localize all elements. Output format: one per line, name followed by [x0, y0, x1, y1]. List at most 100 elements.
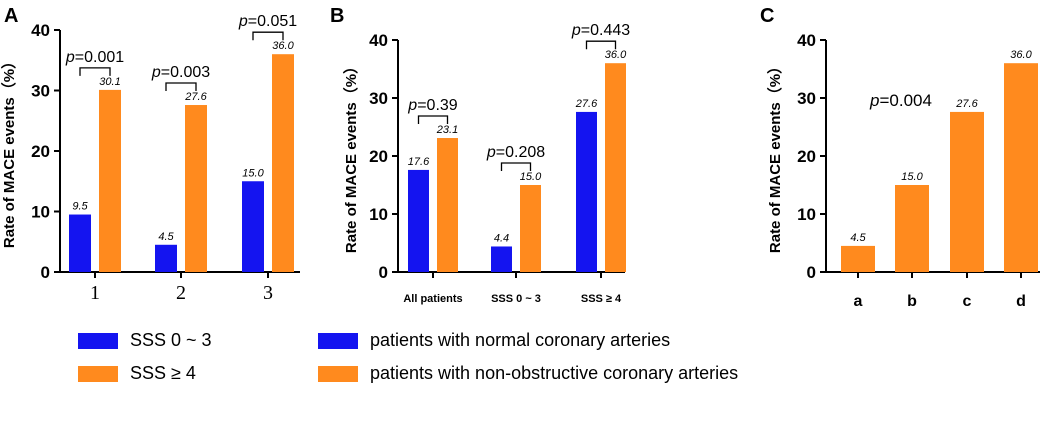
panel-letter: A: [4, 5, 18, 27]
bar-orange: [520, 185, 541, 272]
x-tick-label: a: [854, 293, 863, 310]
legend-swatch-blue: [318, 332, 358, 349]
x-tick-label: d: [1016, 293, 1026, 310]
data-label: 4.5: [850, 232, 866, 244]
legend-label: SSS ≥ 4: [130, 363, 196, 383]
data-label: 15.0: [242, 167, 264, 179]
legend-item-sss-4: SSS ≥ 4: [78, 363, 196, 384]
x-tick-label: 3: [263, 282, 273, 304]
data-label: 27.6: [955, 98, 978, 110]
significance-bracket: [79, 67, 111, 76]
bar-blue: [576, 111, 597, 272]
legend-label: SSS 0 ~ 3: [130, 330, 212, 350]
x-tick-label: b: [907, 293, 917, 310]
data-label: 15.0: [520, 171, 542, 183]
data-label: 4.5: [158, 231, 174, 243]
p-value: =0.004: [879, 91, 931, 110]
y-tick-label: 30: [31, 82, 50, 101]
legend-label: patients with normal coronary arteries: [370, 330, 671, 350]
y-tick-label: 10: [31, 203, 50, 222]
data-label: 36.0: [1010, 49, 1032, 61]
x-tick-label: SSS 0 ~ 3: [491, 293, 541, 305]
data-label: 27.6: [575, 98, 598, 110]
p-value: =0.001: [75, 49, 124, 66]
bar-blue: [69, 214, 91, 272]
bar-blue: [155, 244, 177, 272]
p-value-label: p=0.39: [407, 97, 457, 114]
significance-bracket: [585, 40, 617, 50]
p-value: =0.208: [496, 144, 545, 161]
p-value-label: p=0.208: [486, 144, 545, 161]
significance-bracket: [252, 31, 284, 41]
legend-swatch-orange: [78, 365, 118, 382]
y-tick-label: 10: [797, 205, 816, 224]
data-label: 9.5: [72, 201, 88, 213]
p-value-label: p=0.003: [151, 64, 210, 81]
y-tick-label: 30: [369, 89, 388, 108]
x-tick-label: 2: [176, 282, 186, 304]
legend-item-normal-arteries: patients with normal coronary arteries: [318, 330, 670, 351]
y-tick-label: 0: [41, 263, 50, 282]
p-value: =0.39: [417, 97, 458, 114]
data-label: 4.4: [494, 232, 509, 244]
data-label: 36.0: [605, 49, 627, 61]
y-tick-label: 40: [31, 21, 50, 40]
p-symbol: p: [151, 64, 161, 81]
y-tick-label: 0: [807, 263, 816, 282]
y-tick-label: 10: [369, 205, 388, 224]
bar-orange: [272, 54, 294, 273]
x-tick-label: SSS ≥ 4: [581, 293, 622, 305]
bar-orange: [1004, 63, 1038, 273]
data-label: 30.1: [99, 76, 120, 88]
bar-orange: [185, 105, 207, 273]
significance-bracket: [417, 115, 449, 125]
p-symbol: p: [486, 144, 496, 161]
y-tick-label: 20: [31, 142, 50, 161]
data-label: 17.6: [408, 156, 430, 168]
data-label: 27.6: [184, 91, 207, 103]
p-value: =0.443: [581, 22, 630, 39]
panel-letter: B: [330, 5, 344, 27]
y-axis-label: Rate of MACE events（%）: [342, 59, 360, 253]
bar-blue: [242, 181, 264, 272]
x-tick-label: c: [963, 293, 972, 310]
y-tick-label: 40: [369, 31, 388, 50]
bar-orange: [99, 89, 121, 273]
p-value-label: p=0.443: [571, 22, 630, 39]
y-axis-label: Rate of MACE events（%）: [766, 59, 784, 253]
y-tick-label: 20: [369, 147, 388, 166]
legend-swatch-blue: [78, 332, 118, 349]
p-value: =0.051: [248, 13, 297, 30]
y-tick-label: 0: [379, 263, 388, 282]
y-tick-label: 40: [797, 31, 816, 50]
y-axis-label: Rate of MACE events（%）: [0, 54, 18, 248]
p-symbol: p: [407, 97, 417, 114]
bar-blue: [408, 169, 429, 272]
p-value-label: p=0.051: [238, 13, 297, 30]
data-label: 23.1: [436, 124, 458, 136]
bar-orange: [895, 185, 929, 272]
bar-orange: [605, 63, 626, 273]
bar-orange: [437, 138, 458, 272]
legend-swatch-orange: [318, 365, 358, 382]
p-value-label: p=0.004: [869, 91, 932, 110]
panel-letter: C: [760, 5, 774, 27]
p-symbol: p: [571, 22, 581, 39]
data-label: 15.0: [901, 171, 923, 183]
y-tick-label: 30: [797, 89, 816, 108]
legend-item-sss-0-3: SSS 0 ~ 3: [78, 330, 212, 351]
p-symbol: p: [65, 49, 75, 66]
p-symbol: p: [869, 91, 879, 110]
legend-label: patients with non-obstructive coronary a…: [370, 363, 739, 383]
significance-bracket: [165, 82, 197, 92]
x-tick-label: 1: [90, 282, 100, 304]
bar-blue: [491, 246, 512, 272]
y-tick-label: 20: [797, 147, 816, 166]
p-symbol: p: [238, 13, 248, 30]
legend-item-non-obstructive-arteries: patients with non-obstructive coronary a…: [318, 363, 738, 384]
significance-bracket: [500, 162, 532, 171]
p-value-label: p=0.001: [65, 49, 124, 66]
data-label: 36.0: [272, 40, 294, 52]
bar-orange: [841, 245, 875, 272]
